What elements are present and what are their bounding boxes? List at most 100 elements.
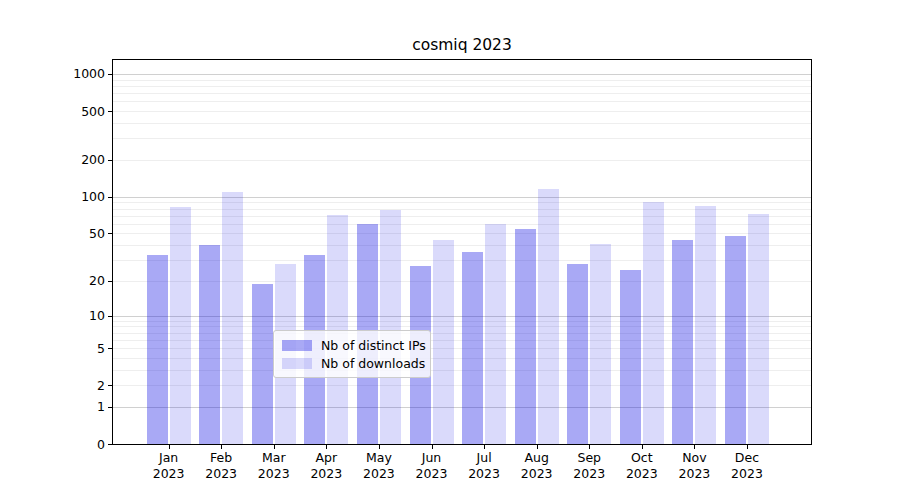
chart-title: cosmiq 2023 [112,36,812,54]
legend-label-downloads: Nb of downloads [321,356,425,371]
legend-label-distinct-ips: Nb of distinct IPs [321,338,426,353]
x-tick-mark [537,444,538,449]
x-tick-label: Aug2023 [507,450,567,482]
x-tick-year: 2023 [664,466,724,482]
distinct-ips-swatch-icon [282,340,312,351]
x-tick-year: 2023 [717,466,777,482]
bar-downloads-jul [485,224,506,444]
bar-downloads-oct [643,202,664,444]
y-tick-mark [108,74,113,75]
bar-downloads-dec [748,214,769,444]
x-tick-mark [589,444,590,449]
downloads-swatch-icon [282,358,312,369]
bar-distinct-ips-feb [199,245,220,444]
legend: Nb of distinct IPs Nb of downloads [273,330,431,378]
x-tick-label: Apr2023 [296,450,356,482]
x-tick-month: May [349,450,409,466]
y-minor-gridline [113,80,811,81]
x-tick-label: Dec2023 [717,450,777,482]
y-tick-mark [108,233,113,234]
legend-item-distinct-ips: Nb of distinct IPs [282,336,422,354]
x-tick-year: 2023 [559,466,619,482]
y-major-gridline [113,197,811,198]
y-minor-gridline [113,86,811,87]
bar-downloads-feb [222,192,243,444]
y-tick-label: 1000 [65,66,105,81]
x-tick-mark [484,444,485,449]
y-tick-mark [108,160,113,161]
x-tick-mark [379,444,380,449]
x-tick-month: Dec [717,450,777,466]
x-tick-year: 2023 [139,466,199,482]
y-tick-label: 2 [65,378,105,393]
x-tick-label: Jun2023 [402,450,462,482]
figure: cosmiq 2023 01251020501002005001000Jan20… [0,0,900,500]
y-tick-label: 100 [65,189,105,204]
y-tick-mark [108,348,113,349]
y-tick-label: 20 [65,273,105,288]
x-tick-label: Sep2023 [559,450,619,482]
legend-item-downloads: Nb of downloads [282,354,422,372]
x-tick-month: Feb [191,450,251,466]
bar-downloads-nov [695,206,716,444]
bar-distinct-ips-sep [567,264,588,444]
y-tick-label: 5 [65,341,105,356]
x-tick-month: Sep [559,450,619,466]
plot-area [112,59,812,445]
x-tick-month: Aug [507,450,567,466]
x-tick-mark [274,444,275,449]
y-tick-label: 10 [65,308,105,323]
bar-downloads-may [380,210,401,444]
y-tick-mark [108,197,113,198]
y-tick-mark [108,281,113,282]
y-minor-gridline [113,160,811,161]
x-tick-label: Oct2023 [612,450,672,482]
x-tick-mark [694,444,695,449]
y-tick-label: 0 [65,437,105,452]
x-tick-year: 2023 [402,466,462,482]
x-tick-mark [221,444,222,449]
bar-distinct-ips-jan [147,255,168,444]
y-minor-gridline [113,93,811,94]
x-tick-year: 2023 [296,466,356,482]
bar-downloads-jan [170,207,191,444]
bar-distinct-ips-oct [620,270,641,445]
y-tick-label: 1 [65,399,105,414]
x-tick-mark [642,444,643,449]
y-tick-mark [108,111,113,112]
x-tick-label: Jan2023 [139,450,199,482]
x-tick-year: 2023 [244,466,304,482]
y-minor-gridline [113,111,811,112]
x-tick-month: Jun [402,450,462,466]
bar-downloads-aug [538,189,559,444]
bar-downloads-sep [590,244,611,444]
bar-distinct-ips-dec [725,236,746,444]
x-tick-mark [432,444,433,449]
y-minor-gridline [113,202,811,203]
x-tick-mark [326,444,327,449]
x-tick-label: Mar2023 [244,450,304,482]
y-tick-label: 200 [65,152,105,167]
x-tick-year: 2023 [349,466,409,482]
x-tick-label: Feb2023 [191,450,251,482]
x-tick-month: Nov [664,450,724,466]
y-major-gridline [113,74,811,75]
bar-distinct-ips-jul [462,252,483,444]
x-tick-year: 2023 [507,466,567,482]
y-tick-label: 500 [65,104,105,119]
x-tick-month: Oct [612,450,672,466]
bar-distinct-ips-mar [252,284,273,444]
y-tick-label: 50 [65,226,105,241]
x-tick-label: May2023 [349,450,409,482]
bar-distinct-ips-nov [672,240,693,444]
bar-distinct-ips-aug [515,229,536,444]
x-tick-month: Jul [454,450,514,466]
y-minor-gridline [113,138,811,139]
x-tick-month: Jan [139,450,199,466]
x-tick-mark [747,444,748,449]
y-tick-mark [108,444,113,445]
x-tick-label: Nov2023 [664,450,724,482]
y-tick-mark [108,407,113,408]
y-minor-gridline [113,123,811,124]
x-tick-month: Mar [244,450,304,466]
